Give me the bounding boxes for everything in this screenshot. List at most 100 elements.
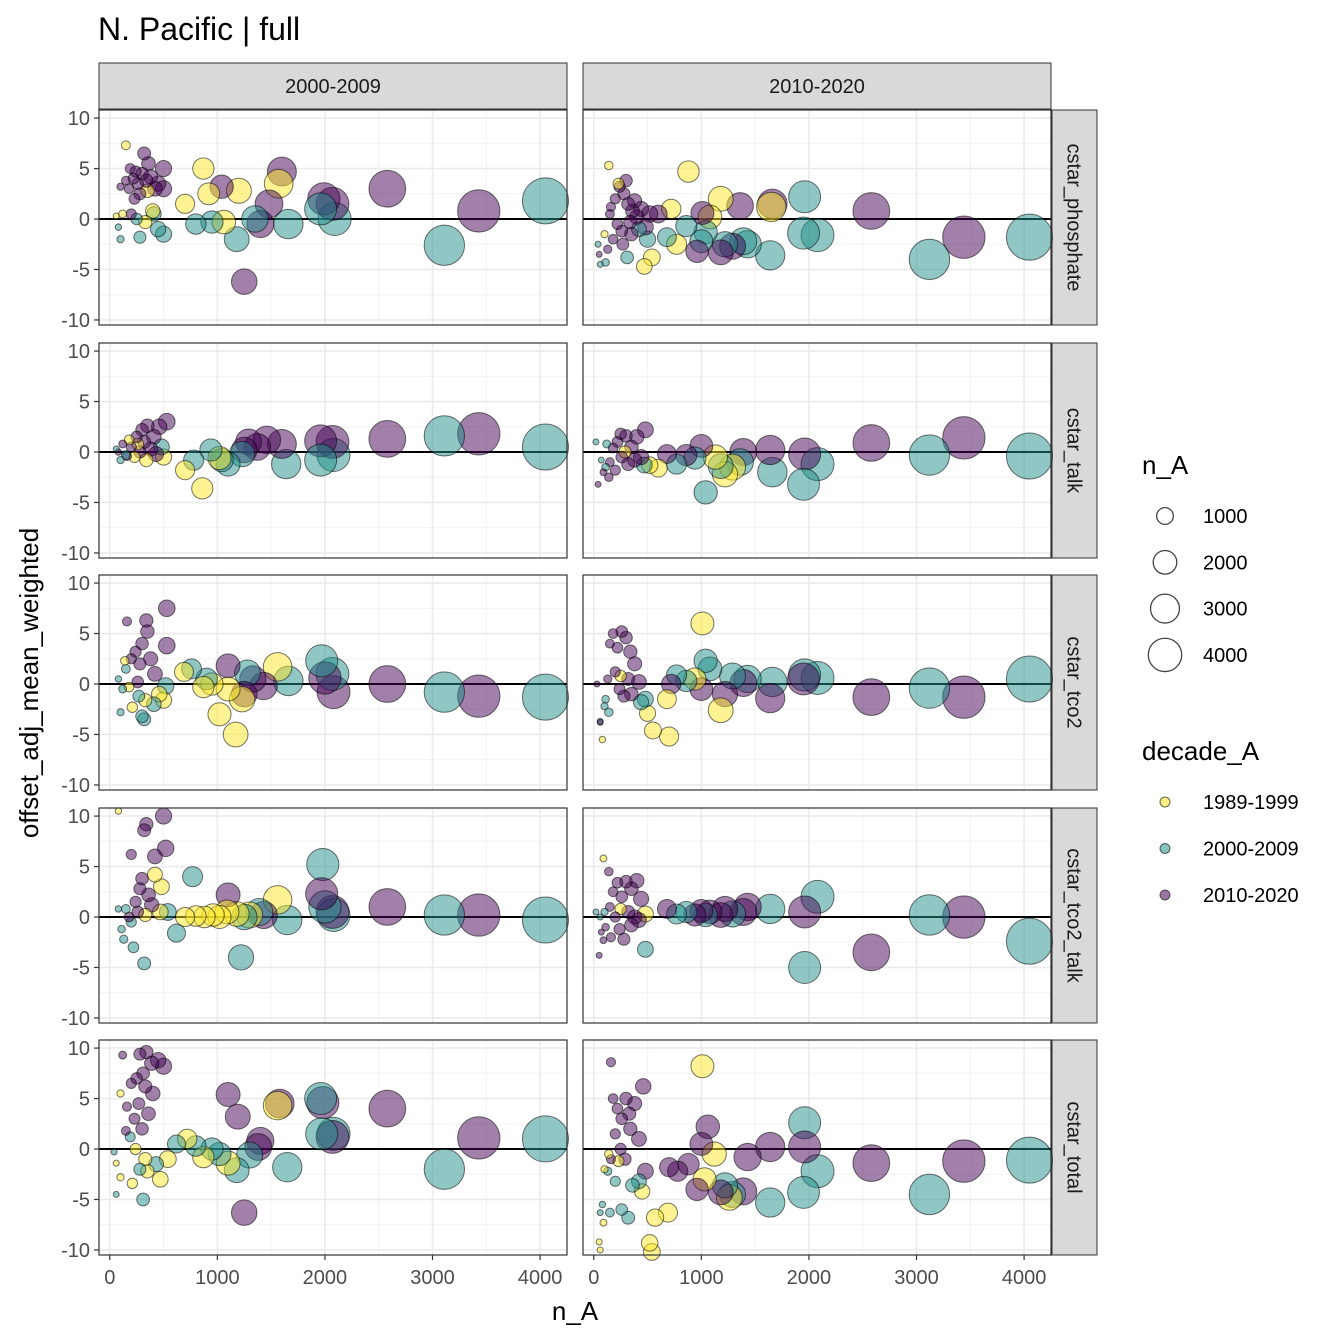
data-point <box>139 613 154 628</box>
y-axis-title: offset_adj_mean_weighted <box>14 528 44 838</box>
data-point <box>599 468 608 477</box>
data-point <box>137 956 152 971</box>
data-point <box>175 193 196 214</box>
data-point <box>423 1148 466 1190</box>
data-point <box>125 1077 137 1090</box>
data-point <box>599 1218 608 1227</box>
data-point <box>613 682 626 696</box>
data-point <box>112 212 120 220</box>
data-point <box>755 683 786 714</box>
data-point <box>1005 1136 1053 1184</box>
data-point <box>135 709 149 724</box>
data-point <box>166 1134 186 1154</box>
data-point <box>305 644 339 678</box>
data-point <box>707 697 734 724</box>
data-point <box>685 1177 709 1202</box>
facet-panel <box>582 342 1053 559</box>
facet-panel <box>98 807 569 1024</box>
x-tick-label: 0 <box>588 1267 599 1289</box>
y-tick-label: 5 <box>79 1089 90 1111</box>
facet-panel <box>582 807 1053 1024</box>
data-point <box>116 182 125 191</box>
data-point <box>120 1125 131 1136</box>
data-point <box>120 175 131 186</box>
data-point <box>457 1116 501 1160</box>
color-legend-title: decade_A <box>1142 736 1260 766</box>
panel-border <box>582 109 1052 326</box>
data-point <box>615 1203 629 1216</box>
facet-panel <box>582 1039 1053 1261</box>
data-point <box>368 1089 407 1128</box>
data-point <box>733 1142 762 1172</box>
data-point <box>755 1187 786 1218</box>
data-point <box>151 1170 169 1188</box>
y-tick-label: 5 <box>79 392 90 414</box>
size-legend-circle <box>1149 593 1181 624</box>
data-point <box>634 1078 652 1095</box>
y-tick-label: 10 <box>68 573 90 595</box>
data-point <box>656 689 677 710</box>
column-strip <box>582 62 1052 110</box>
data-point <box>623 214 638 230</box>
data-point <box>595 250 603 258</box>
data-point <box>656 227 677 248</box>
y-tick-label: 0 <box>79 209 90 231</box>
x-tick-label: 0 <box>104 1267 115 1289</box>
data-point <box>685 239 709 264</box>
data-point <box>150 220 167 238</box>
data-point <box>1005 655 1053 703</box>
data-point <box>693 480 718 505</box>
data-point <box>609 464 621 476</box>
data-point <box>609 1128 621 1140</box>
x-tick-label: 4000 <box>518 1267 563 1289</box>
color-legend-key <box>1159 889 1171 901</box>
data-point <box>114 223 123 231</box>
data-point <box>112 445 120 453</box>
data-point <box>604 901 615 912</box>
data-point <box>596 718 604 726</box>
panel-border <box>98 807 568 1024</box>
data-point <box>942 416 986 460</box>
color-legend-label: 1989-1999 <box>1203 792 1299 814</box>
data-point <box>597 928 605 936</box>
size-legend-label: 1000 <box>1203 506 1248 528</box>
data-point <box>192 157 215 180</box>
size-legend-circle <box>1152 549 1178 575</box>
data-point <box>612 177 625 190</box>
row-strip-label: cstar_tco2_talk <box>1063 848 1085 984</box>
data-point <box>592 438 600 446</box>
data-point <box>611 876 624 889</box>
data-point <box>788 950 822 984</box>
data-point <box>595 1238 603 1246</box>
data-point <box>125 208 137 220</box>
y-tick-label: -5 <box>72 492 90 514</box>
color-legend-label: 2000-2009 <box>1203 839 1299 861</box>
data-point <box>852 678 891 716</box>
data-point <box>118 209 128 219</box>
data-point <box>116 1089 125 1098</box>
data-point <box>1005 213 1053 261</box>
data-point <box>607 886 619 898</box>
data-point <box>600 702 609 711</box>
data-point <box>116 235 125 244</box>
row-strip <box>1051 342 1098 559</box>
data-point <box>521 896 569 944</box>
data-point <box>116 708 125 717</box>
y-tick-label: -10 <box>61 543 90 565</box>
facet-panel <box>98 342 569 559</box>
data-point <box>640 1234 659 1252</box>
color-legend-label: 2010-2020 <box>1203 885 1299 907</box>
data-point <box>787 216 821 250</box>
data-point <box>116 1173 125 1182</box>
data-point <box>601 694 610 704</box>
data-point <box>755 434 786 466</box>
data-point <box>645 1208 665 1227</box>
data-point <box>787 1175 821 1209</box>
data-point <box>306 847 340 882</box>
y-tick-label: -10 <box>61 1240 90 1262</box>
data-point <box>693 648 718 673</box>
data-point <box>128 192 141 205</box>
data-point <box>120 140 131 151</box>
data-point <box>595 951 603 959</box>
